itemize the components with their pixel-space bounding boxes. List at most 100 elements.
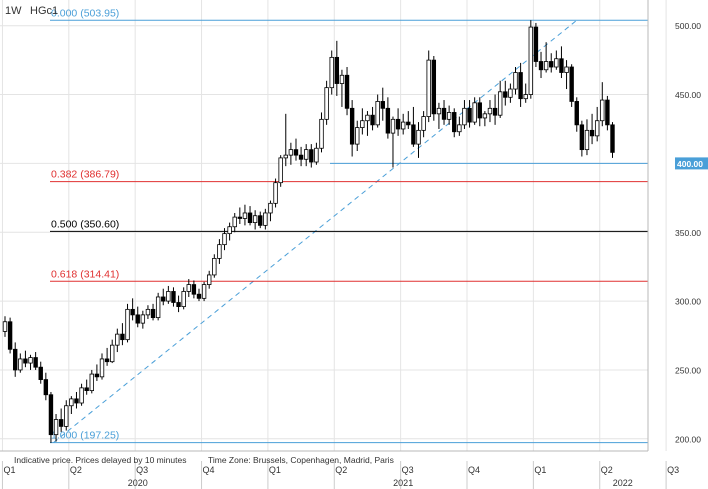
candle-body bbox=[263, 212, 268, 226]
candle-body bbox=[543, 61, 549, 71]
candle-body bbox=[482, 113, 488, 119]
candle-body bbox=[64, 405, 69, 427]
candle-body bbox=[309, 149, 314, 163]
x-tick-label: Q1 bbox=[269, 465, 281, 475]
fib-level-label-0.000: 0.000 (503.95) bbox=[51, 7, 119, 19]
candle-body bbox=[94, 373, 100, 378]
candle-body bbox=[324, 87, 329, 120]
candle-body bbox=[69, 398, 74, 407]
candle-body bbox=[334, 56, 340, 84]
candle-body bbox=[431, 59, 437, 115]
candle-body bbox=[201, 284, 207, 299]
candle-body bbox=[385, 107, 391, 134]
x-tick-label: Q3 bbox=[136, 465, 148, 475]
candle-body bbox=[472, 102, 477, 123]
grid-layer bbox=[0, 0, 667, 451]
y-tick-label: 200.00 bbox=[675, 434, 701, 444]
fib-level-label-0.500: 0.500 (350.60) bbox=[51, 218, 119, 230]
candle-body bbox=[23, 358, 28, 364]
candle-body bbox=[171, 291, 176, 303]
candle-body bbox=[212, 258, 217, 276]
candle-body bbox=[441, 107, 447, 120]
candle-body bbox=[2, 321, 8, 332]
candle-body bbox=[584, 129, 590, 151]
candle-body bbox=[365, 114, 370, 122]
candle-body bbox=[18, 358, 23, 371]
candle-body bbox=[605, 99, 610, 126]
candle-body bbox=[375, 101, 380, 126]
candle-body bbox=[554, 58, 559, 68]
x-tick-label: Q2 bbox=[335, 465, 347, 475]
candle-body bbox=[232, 216, 237, 228]
candle-body bbox=[349, 107, 355, 145]
candle-body bbox=[559, 58, 564, 73]
x-tick-label: Q3 bbox=[667, 465, 679, 475]
x-year-label: 2020 bbox=[128, 478, 148, 488]
y-tick-label: 500.00 bbox=[675, 21, 701, 31]
fib-level-label-0.382: 0.382 (386.79) bbox=[51, 169, 119, 181]
candle-body bbox=[344, 74, 350, 109]
candle-body bbox=[303, 149, 309, 160]
candle-body bbox=[503, 91, 508, 98]
timezone-note: Time Zone: Brussels, Copenhagen, Madrid,… bbox=[208, 455, 394, 465]
candle-body bbox=[329, 56, 334, 89]
candle-body bbox=[125, 308, 130, 341]
interval-label: 1W bbox=[5, 5, 22, 17]
candle-body bbox=[319, 118, 324, 149]
x-tick-label: Q1 bbox=[534, 465, 546, 475]
candle-body bbox=[150, 308, 156, 319]
candle-body bbox=[33, 357, 38, 368]
candle-body bbox=[594, 120, 600, 137]
candle-body bbox=[58, 419, 64, 427]
candle-body bbox=[513, 72, 518, 90]
candle-body bbox=[79, 387, 84, 404]
x-tick-label: Q1 bbox=[3, 465, 15, 475]
x-tick-label: Q3 bbox=[402, 465, 414, 475]
y-tick-label: 450.00 bbox=[675, 90, 701, 100]
candle-body bbox=[89, 373, 94, 392]
candle-body bbox=[523, 94, 528, 100]
candle-body bbox=[355, 127, 360, 145]
candle-body bbox=[293, 149, 299, 156]
candle-body bbox=[533, 26, 539, 62]
candle-body bbox=[579, 124, 585, 151]
candle-body bbox=[339, 74, 345, 84]
candles-layer bbox=[2, 20, 615, 443]
candle-body bbox=[298, 154, 304, 160]
fibonacci-layer: 0.000 (503.95) 0.382 (386.79) 0.500 (350.6… bbox=[50, 7, 648, 444]
candle-body bbox=[508, 88, 513, 98]
candle-body bbox=[13, 348, 18, 371]
candle-body bbox=[191, 284, 197, 295]
candle-body bbox=[569, 66, 574, 102]
candle-body bbox=[487, 107, 493, 115]
candle-body bbox=[518, 72, 523, 100]
candle-body bbox=[467, 107, 472, 123]
candle-body bbox=[360, 120, 365, 128]
candle-body bbox=[446, 112, 452, 120]
candle-body bbox=[38, 366, 43, 380]
candle-body bbox=[161, 296, 166, 302]
candle-body bbox=[288, 149, 294, 156]
candle-body bbox=[406, 121, 411, 126]
x-tick-label: Q4 bbox=[203, 465, 215, 475]
candle-body bbox=[155, 296, 161, 319]
candle-body bbox=[181, 291, 186, 308]
candle-body bbox=[390, 118, 396, 134]
candle-body bbox=[104, 358, 110, 363]
candle-body bbox=[600, 99, 605, 122]
candle-body bbox=[497, 91, 503, 116]
candle-body bbox=[227, 226, 232, 235]
candle-body bbox=[426, 59, 431, 117]
candle-body bbox=[492, 107, 498, 116]
candle-body bbox=[421, 116, 426, 131]
candle-body bbox=[528, 26, 534, 95]
fib-level-label-1.000: 1.000 (197.25) bbox=[51, 430, 119, 442]
candle-body bbox=[43, 379, 49, 396]
candle-body bbox=[166, 291, 171, 302]
y-tick-label: 250.00 bbox=[675, 365, 701, 375]
candle-body bbox=[436, 107, 442, 115]
candle-body bbox=[252, 215, 258, 224]
